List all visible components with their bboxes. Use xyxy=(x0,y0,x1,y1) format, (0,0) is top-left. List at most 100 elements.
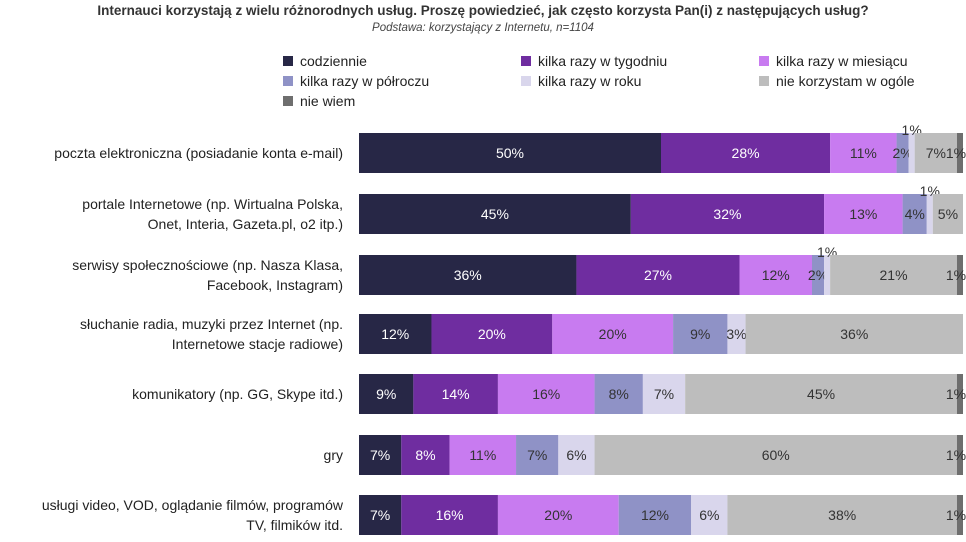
bar-segment xyxy=(673,314,728,354)
data-label: 50% xyxy=(496,145,524,161)
chart-subtitle: Podstawa: korzystający z Internetu, n=11… xyxy=(372,22,594,34)
data-label: 11% xyxy=(469,447,496,463)
data-label: 12% xyxy=(381,326,409,342)
data-label: 1% xyxy=(946,386,966,402)
category-label: gry xyxy=(324,447,343,463)
data-label: 45% xyxy=(481,206,509,222)
bar-segment xyxy=(449,435,517,475)
bar-segment xyxy=(413,374,498,414)
chart-title: Internauci korzystają z wielu różnorodny… xyxy=(97,3,869,18)
data-label: 16% xyxy=(532,386,560,402)
data-label: 32% xyxy=(713,206,741,222)
bar-segment xyxy=(830,255,957,295)
bar-segment xyxy=(558,435,595,475)
data-label: 1% xyxy=(946,267,966,283)
bar-segment xyxy=(691,495,728,535)
bar-segment xyxy=(956,255,963,295)
data-label: 20% xyxy=(478,326,506,342)
legend-label: nie wiem xyxy=(300,93,356,109)
bar-segment xyxy=(594,374,643,414)
data-label: 21% xyxy=(880,267,908,283)
bar-segment xyxy=(727,495,957,535)
data-label: 20% xyxy=(544,507,572,523)
data-label: 1% xyxy=(946,507,966,523)
data-label: 2% xyxy=(892,145,912,161)
bar-segment xyxy=(896,133,909,173)
bar-segment xyxy=(359,374,414,414)
bar-segment xyxy=(926,194,933,234)
category-label: usługi video, VOD, oglądanie filmów, pro… xyxy=(42,497,344,533)
bar-segment xyxy=(359,255,577,295)
bar-segment xyxy=(685,374,957,414)
data-label: 3% xyxy=(726,326,746,342)
data-label: 28% xyxy=(732,145,760,161)
legend-item: codziennie xyxy=(283,53,367,69)
legend-item: kilka razy w roku xyxy=(521,73,641,89)
legend-swatch xyxy=(283,56,293,66)
data-label: 36% xyxy=(840,326,868,342)
bar-segment xyxy=(576,255,740,295)
legend-swatch xyxy=(521,76,531,86)
data-label: 9% xyxy=(376,386,396,402)
bar-segment xyxy=(516,435,559,475)
legend-swatch xyxy=(759,76,769,86)
bar-segment xyxy=(908,133,915,173)
data-label: 9% xyxy=(690,326,710,342)
data-label: 4% xyxy=(905,206,925,222)
data-label: 20% xyxy=(599,326,627,342)
legend-swatch xyxy=(521,56,531,66)
bar-segment xyxy=(401,495,498,535)
bar-segment xyxy=(359,194,631,234)
data-label: 12% xyxy=(641,507,669,523)
category-label: poczta elektroniczna (posiadanie konta e… xyxy=(54,145,343,161)
legend-item: kilka razy w półroczu xyxy=(283,73,429,89)
category-label: serwisy społecznościowe (np. Nasza Klasa… xyxy=(72,257,343,293)
data-label: 8% xyxy=(415,447,435,463)
bar-segment xyxy=(497,495,619,535)
data-label: 8% xyxy=(609,386,629,402)
bar-segment xyxy=(359,314,432,354)
legend-item: nie korzystam w ogóle xyxy=(759,73,915,89)
bar-segment xyxy=(552,314,674,354)
bar-segment xyxy=(745,314,963,354)
bar-segment xyxy=(956,133,963,173)
bar-segment xyxy=(956,435,963,475)
bar-segment xyxy=(642,374,686,414)
bar-segment xyxy=(956,374,963,414)
legend-swatch xyxy=(283,76,293,86)
bar-segment xyxy=(932,194,963,234)
legend-label: kilka razy w roku xyxy=(538,73,642,89)
legend-item: nie wiem xyxy=(283,93,355,109)
bar-segment xyxy=(497,374,595,414)
bar-segment xyxy=(359,495,402,535)
bar-segment xyxy=(618,495,692,535)
data-label: 38% xyxy=(828,507,856,523)
category-label: komunikatory (np. GG, Skype itd.) xyxy=(132,386,343,402)
legend-swatch xyxy=(283,96,293,106)
bar-segment xyxy=(727,314,746,354)
data-label: 7% xyxy=(527,447,547,463)
data-label: 5% xyxy=(938,206,958,222)
bar-segment xyxy=(431,314,553,354)
data-label: 7% xyxy=(926,145,946,161)
data-label: 1% xyxy=(946,145,966,161)
legend-item: kilka razy w miesiącu xyxy=(759,53,907,69)
data-label: 14% xyxy=(442,386,470,402)
bar-segment xyxy=(824,255,831,295)
bar-segment xyxy=(739,255,812,295)
legend-label: kilka razy w miesiącu xyxy=(776,53,908,69)
data-label: 36% xyxy=(454,267,482,283)
bar-segment xyxy=(914,133,957,173)
legend-label: kilka razy w tygodniu xyxy=(538,53,668,69)
data-label: 7% xyxy=(370,507,390,523)
bar-segment xyxy=(902,194,927,234)
legend-swatch xyxy=(759,56,769,66)
legend-item: kilka razy w tygodniu xyxy=(521,53,667,69)
legend-label: kilka razy w półroczu xyxy=(300,73,430,89)
bar-segment xyxy=(830,133,897,173)
data-label: 2% xyxy=(808,267,828,283)
data-label: 11% xyxy=(850,145,877,161)
data-label: 6% xyxy=(699,507,719,523)
bar-segment xyxy=(824,194,903,234)
